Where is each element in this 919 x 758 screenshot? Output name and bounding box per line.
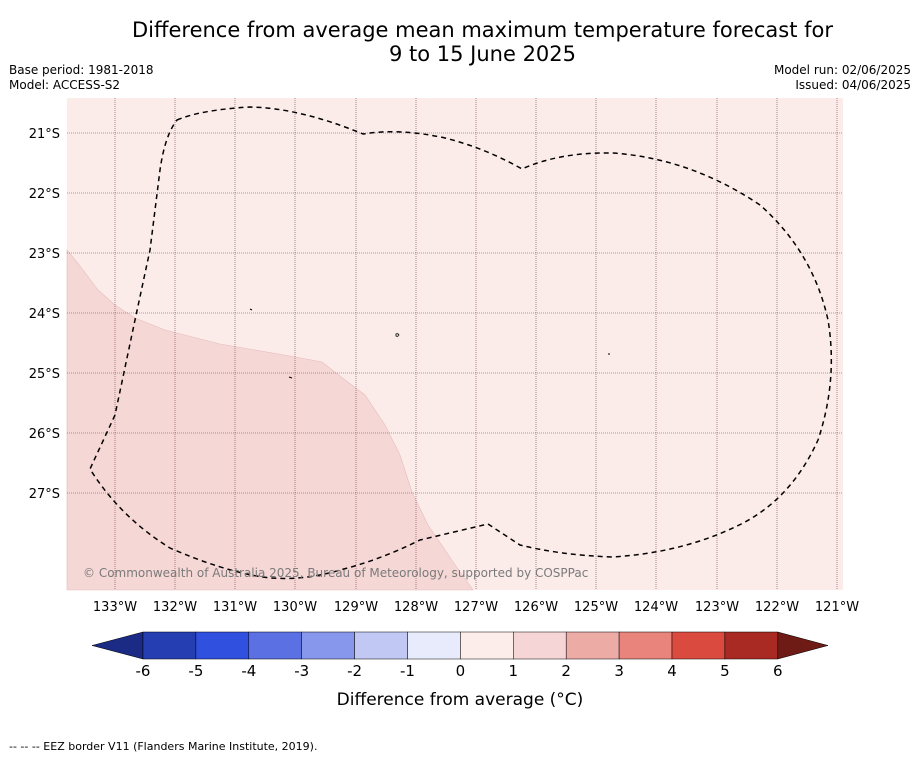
- longitude-label: 131°W: [213, 600, 257, 615]
- colorbar: -6 -5 -4 -3 -2 -1 0 1 2 3 4 5 6: [91, 631, 829, 680]
- longitude-labels: 133°W 132°W 131°W 130°W 129°W 128°W 127°W 126°W…: [93, 600, 859, 615]
- colorbar-tick-label: -2: [347, 662, 362, 680]
- longitude-label: 132°W: [153, 600, 197, 615]
- anomaly-zone-1-2: [66, 249, 474, 591]
- meta-right: Model run: 02/06/2025 Issued: 04/06/2025: [774, 63, 911, 93]
- longitude-label: 125°W: [574, 600, 618, 615]
- colorbar-segment: [618, 631, 673, 660]
- colorbar-segment: [407, 631, 461, 660]
- longitude-label: 127°W: [454, 600, 498, 615]
- latitude-label: 26°S: [29, 427, 60, 442]
- colorbar-tick-label: 2: [561, 662, 571, 680]
- colorbar-tick-label: 5: [720, 662, 730, 680]
- island-outline: [395, 333, 400, 337]
- longitude-label: 123°W: [695, 600, 739, 615]
- colorbar-segment: [354, 631, 408, 660]
- colorbar-tick-label: -1: [400, 662, 415, 680]
- base-period-text: Base period: 1981-2018: [9, 63, 154, 77]
- longitude-label: 122°W: [755, 600, 799, 615]
- graticule: [67, 98, 843, 590]
- colorbar-tick-label: 3: [614, 662, 624, 680]
- colorbar-extend-high: [777, 631, 829, 660]
- island-outline: [288, 376, 293, 379]
- title-line-2: 9 to 15 June 2025: [388, 42, 577, 66]
- longitude-label: 124°W: [634, 600, 678, 615]
- colorbar-tick-label: 0: [456, 662, 466, 680]
- longitude-label: 133°W: [93, 600, 137, 615]
- colorbar-tick-label: -5: [188, 662, 203, 680]
- island-outline: [249, 308, 253, 311]
- model-text: Model: ACCESS-S2: [9, 78, 121, 92]
- latitude-labels: 21°S 22°S 23°S 24°S 25°S 26°S 27°S: [29, 127, 60, 502]
- colorbar-tick-label: -3: [294, 662, 309, 680]
- colorbar-segment: [724, 631, 779, 660]
- colorbar-tick-label: 4: [667, 662, 677, 680]
- colorbar-tick-label: 6: [773, 662, 783, 680]
- latitude-label: 25°S: [29, 367, 60, 382]
- copyright-text: © Commonwealth of Australia 2025, Bureau…: [83, 566, 588, 580]
- latitude-label: 22°S: [29, 187, 60, 202]
- longitude-label: 121°W: [815, 600, 859, 615]
- model-run-text: Model run: 02/06/2025: [773, 63, 911, 77]
- colorbar-segment: [195, 631, 250, 660]
- colorbar-extend-low: [91, 631, 144, 660]
- longitude-label: 130°W: [273, 600, 317, 615]
- map-title: Difference from average mean maximum tem…: [0, 18, 919, 66]
- latitude-label: 24°S: [29, 307, 60, 322]
- colorbar-tick-label: -6: [136, 662, 151, 680]
- colorbar-segment: [301, 631, 355, 660]
- colorbar-segment: [460, 631, 514, 660]
- colorbar-segment: [565, 631, 620, 660]
- latitude-label: 27°S: [29, 487, 60, 502]
- colorbar-segment: [513, 631, 567, 660]
- colorbar-segment: [248, 631, 302, 660]
- latitude-label: 23°S: [29, 247, 60, 262]
- colorbar-segment: [142, 631, 197, 660]
- colorbar-label: Difference from average (°C): [337, 690, 584, 710]
- title-line-1: Difference from average mean maximum tem…: [132, 18, 833, 42]
- eez-border: [89, 106, 833, 580]
- longitude-label: 126°W: [514, 600, 558, 615]
- meta-left: Base period: 1981-2018 Model: ACCESS-S2: [9, 63, 154, 93]
- colorbar-tick-label: 1: [509, 662, 519, 680]
- map-panel: © Commonwealth of Australia 2025, Bureau…: [66, 98, 843, 591]
- issued-text: Issued: 04/06/2025: [795, 78, 911, 92]
- eez-footnote: -- -- -- EEZ border V11 (Flanders Marine…: [9, 740, 318, 753]
- latitude-label: 21°S: [29, 127, 60, 142]
- colorbar-tick-label: -4: [241, 662, 256, 680]
- colorbar-segment: [671, 631, 726, 660]
- longitude-label: 128°W: [394, 600, 438, 615]
- longitude-label: 129°W: [334, 600, 378, 615]
